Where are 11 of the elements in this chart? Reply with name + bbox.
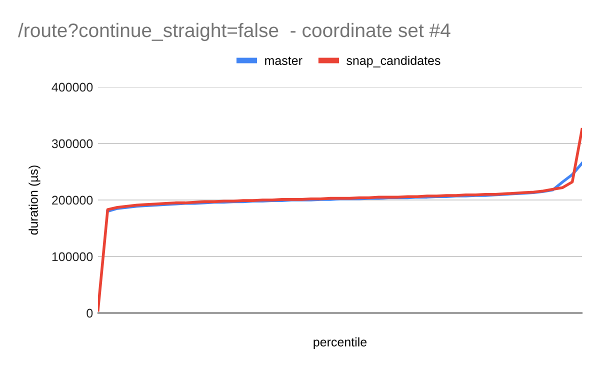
y-tick-label: 300000 [52, 139, 93, 148]
y-tick-label: 100000 [52, 252, 93, 262]
legend-label: master [265, 56, 302, 66]
y-tick-label: 400000 [52, 82, 93, 92]
y-tick-label: 200000 [52, 196, 93, 205]
chart-title: /route?continue_straight=false - coordinate set #4 [18, 22, 450, 42]
y-axis-title: duration (µs) [28, 166, 40, 235]
y-tick-label: 0 [86, 308, 93, 318]
legend-label: snap_candidates [346, 56, 440, 68]
line-series [98, 128, 582, 312]
x-axis-title: percentile [314, 337, 367, 349]
